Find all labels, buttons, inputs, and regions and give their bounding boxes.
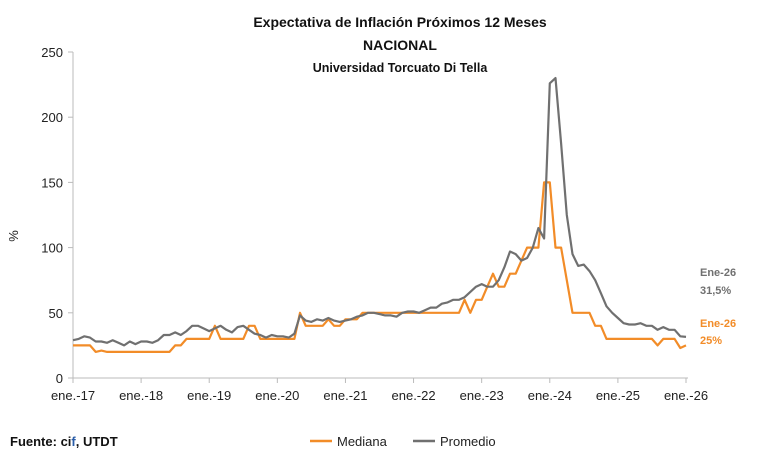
y-axis-label: %	[6, 230, 21, 242]
chart-subtitle-2: Universidad Torcuato Di Tella	[313, 61, 489, 75]
source-note: Fuente: cif, UTDT	[10, 434, 118, 449]
x-tick-label: ene.-25	[596, 388, 640, 403]
x-tick-label: ene.-19	[187, 388, 231, 403]
series-line-mediana	[73, 181, 687, 353]
y-tick-label: 0	[56, 371, 63, 386]
source-name-f: f	[71, 434, 76, 449]
annotation-value: 25%	[700, 335, 722, 347]
source-suffix: , UTDT	[75, 434, 118, 449]
x-tick-label: ene.-20	[255, 388, 299, 403]
annotation-value: 31,5%	[700, 285, 731, 297]
x-tick-label: ene.-22	[392, 388, 436, 403]
y-tick-label: 250	[41, 45, 63, 60]
chart-subtitle: NACIONAL	[363, 37, 437, 53]
annotation-label: Ene-26	[700, 267, 736, 279]
source-name: ci	[60, 434, 72, 449]
y-tick-label: 100	[41, 241, 63, 256]
annotation-label: Ene-26	[700, 318, 736, 330]
chart-title: Expectativa de Inflación Próximos 12 Mes…	[253, 14, 547, 30]
legend-label-promedio: Promedio	[440, 434, 496, 449]
x-tick-label: ene.-17	[51, 388, 95, 403]
x-tick-label: ene.-21	[323, 388, 367, 403]
y-tick-label: 200	[41, 110, 63, 125]
series-line-promedio	[72, 76, 687, 347]
x-tick-label: ene.-26	[664, 388, 708, 403]
x-tick-label: ene.-18	[119, 388, 163, 403]
y-tick-label: 50	[49, 306, 63, 321]
legend-label-mediana: Mediana	[337, 434, 388, 449]
y-tick-label: 150	[41, 175, 63, 190]
x-tick-label: ene.-24	[528, 388, 572, 403]
x-tick-label: ene.-23	[460, 388, 504, 403]
source-prefix: Fuente:	[10, 434, 61, 449]
